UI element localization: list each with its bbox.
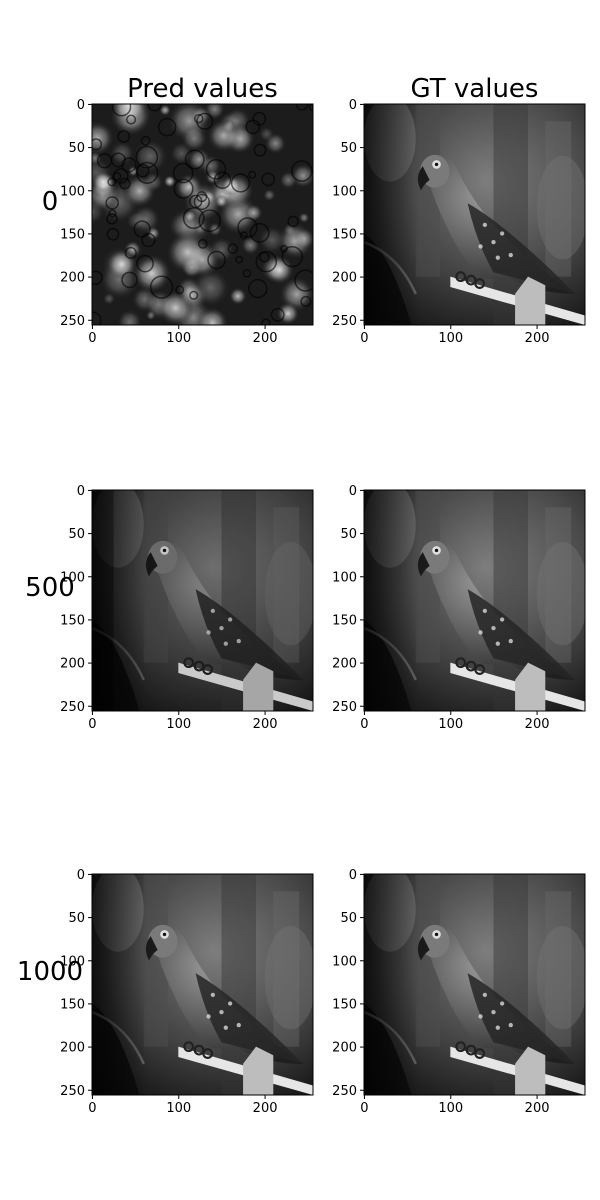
y-tick-label: 200 xyxy=(332,1041,357,1056)
x-tick-label: 100 xyxy=(438,717,463,732)
panel-image xyxy=(92,874,313,1095)
panel-gt-row-0: 0 100 200 0 50 100 150 200 250 xyxy=(332,98,586,346)
row-label-1000: 1000 xyxy=(17,957,83,987)
x-tick-label: 200 xyxy=(525,331,550,346)
y-tick-label: 200 xyxy=(60,657,85,672)
y-tick-label: 0 xyxy=(349,98,357,113)
x-tick-label: 0 xyxy=(88,331,96,346)
row-label-0: 0 xyxy=(42,187,59,217)
x-tick-label: 200 xyxy=(253,331,278,346)
y-tick-label: 0 xyxy=(77,98,85,113)
y-tick-label: 50 xyxy=(68,141,85,156)
y-tick-label: 150 xyxy=(60,227,85,242)
y-tick-label: 250 xyxy=(332,700,357,715)
y-tick-label: 100 xyxy=(60,570,85,585)
y-tick-label: 150 xyxy=(332,227,357,242)
x-tick-label: 100 xyxy=(166,1101,191,1116)
panel-pred-row-1000: 0 100 200 0 50 100 150 200 250 xyxy=(60,868,314,1116)
y-tick-label: 50 xyxy=(340,911,357,926)
y-tick-label: 150 xyxy=(332,613,357,628)
y-tick-label: 100 xyxy=(60,954,85,969)
x-tick-label: 0 xyxy=(360,331,368,346)
panel-frame xyxy=(363,873,586,1096)
panel-image xyxy=(364,104,585,325)
y-tick-label: 250 xyxy=(60,1084,85,1099)
column-title-pred: Pred values xyxy=(127,74,278,104)
column-title-gt: GT values xyxy=(411,74,539,104)
y-tick-label: 250 xyxy=(332,1084,357,1099)
panel-image xyxy=(92,490,313,711)
y-tick-label: 200 xyxy=(60,1041,85,1056)
y-tick-label: 100 xyxy=(332,954,357,969)
panel-image xyxy=(364,874,585,1095)
y-tick-label: 0 xyxy=(349,484,357,499)
y-tick-label: 0 xyxy=(77,484,85,499)
x-tick-label: 0 xyxy=(360,717,368,732)
x-tick-label: 200 xyxy=(253,717,278,732)
row-label-500: 500 xyxy=(25,573,75,603)
panel-frame xyxy=(91,873,314,1096)
y-tick-label: 50 xyxy=(68,911,85,926)
x-tick-label: 0 xyxy=(360,1101,368,1116)
y-tick-label: 250 xyxy=(60,700,85,715)
y-tick-label: 50 xyxy=(68,527,85,542)
y-tick-label: 100 xyxy=(60,184,85,199)
panel-gt-row-1000: 0 100 200 0 50 100 150 200 250 xyxy=(332,868,586,1116)
panel-frame xyxy=(91,103,314,326)
panel-frame xyxy=(363,489,586,712)
x-tick-label: 200 xyxy=(525,717,550,732)
panel-pred-row-500: 0 100 200 0 50 100 150 200 250 xyxy=(60,484,314,732)
x-tick-label: 100 xyxy=(438,331,463,346)
y-tick-label: 150 xyxy=(60,613,85,628)
x-tick-label: 100 xyxy=(166,717,191,732)
x-tick-label: 100 xyxy=(438,1101,463,1116)
panel-image xyxy=(364,490,585,711)
panel-frame xyxy=(363,103,586,326)
y-tick-label: 150 xyxy=(60,997,85,1012)
panel-frame xyxy=(91,489,314,712)
y-tick-label: 100 xyxy=(332,570,357,585)
x-tick-label: 0 xyxy=(88,1101,96,1116)
y-tick-label: 200 xyxy=(60,271,85,286)
panel-gt-row-500: 0 100 200 0 50 100 150 200 250 xyxy=(332,484,586,732)
y-tick-label: 0 xyxy=(77,868,85,883)
x-tick-label: 200 xyxy=(525,1101,550,1116)
x-tick-label: 100 xyxy=(166,331,191,346)
y-tick-label: 250 xyxy=(332,314,357,329)
y-tick-label: 250 xyxy=(60,314,85,329)
y-tick-label: 200 xyxy=(332,271,357,286)
y-tick-label: 50 xyxy=(340,527,357,542)
x-tick-label: 200 xyxy=(253,1101,278,1116)
y-tick-label: 150 xyxy=(332,997,357,1012)
y-tick-label: 100 xyxy=(332,184,357,199)
y-tick-label: 0 xyxy=(349,868,357,883)
panel-image xyxy=(92,104,313,325)
x-tick-label: 0 xyxy=(88,717,96,732)
y-tick-label: 50 xyxy=(340,141,357,156)
panel-pred-row-0: 0 100 200 0 50 100 150 200 250 xyxy=(60,98,314,346)
y-tick-label: 200 xyxy=(332,657,357,672)
